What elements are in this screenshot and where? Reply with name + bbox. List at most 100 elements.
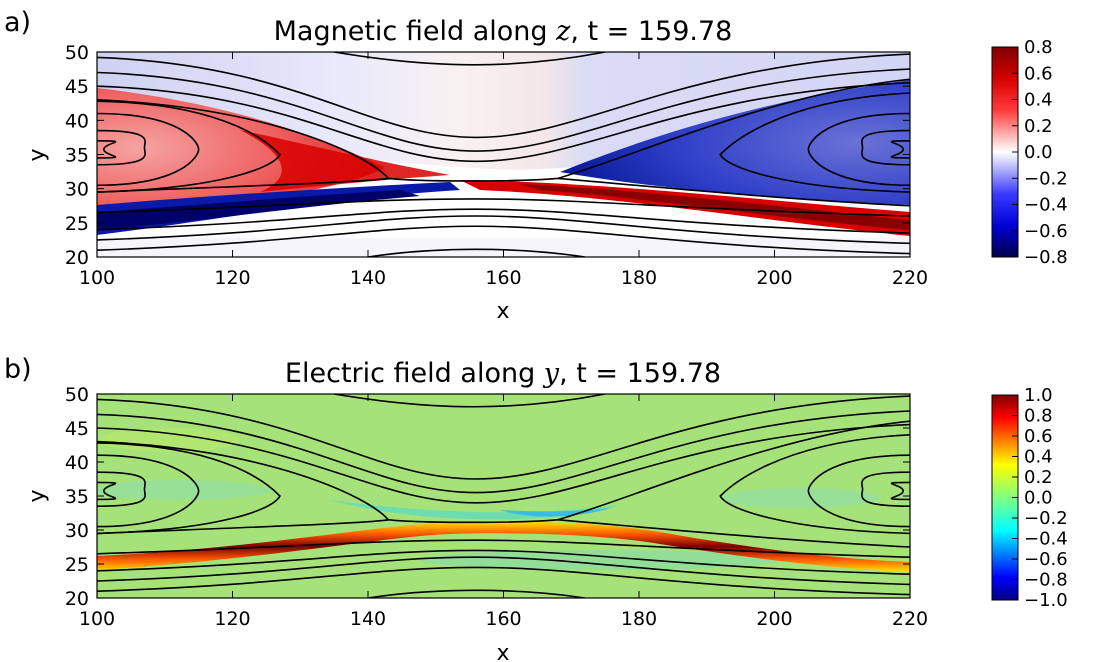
x-tick-label: 180 bbox=[621, 267, 657, 289]
panel-a-left-band bbox=[240, 130, 450, 192]
x-tick-label: 220 bbox=[892, 608, 928, 630]
y-tick-label: 30 bbox=[65, 520, 89, 542]
x-tick-label: 120 bbox=[214, 608, 250, 630]
panel-a-xlabel: x bbox=[496, 299, 509, 324]
field-line-top bbox=[333, 394, 606, 408]
field-line-lower bbox=[97, 215, 910, 245]
field-line-lower bbox=[97, 549, 910, 575]
colorbar-tick-label: −0.2 bbox=[1024, 168, 1068, 189]
panel-a-heatmap bbox=[97, 52, 910, 257]
y-tick-label: 45 bbox=[65, 76, 89, 98]
panel-a-colorbar-ticks: 0.8 0.6 0.4 0.2 0.0 −0.2 −0.4 −0.6 −0.8 bbox=[1012, 37, 1068, 268]
field-line-upper bbox=[97, 68, 910, 152]
panel-a-contours bbox=[97, 52, 910, 257]
y-tick-label: 40 bbox=[65, 110, 89, 132]
panel-b-heatmap bbox=[97, 394, 910, 598]
panel-a-ticks: 100 120 140 160 180 200 220 20 25 30 35 40 45 50 bbox=[65, 42, 928, 289]
field-line-separatrix bbox=[97, 420, 910, 524]
panel-b: b) Electric field along y, t = 159.78 10… bbox=[4, 354, 1068, 662]
x-tick-label: 100 bbox=[79, 608, 115, 630]
field-line-upper bbox=[97, 410, 910, 494]
field-line-upper bbox=[97, 53, 910, 139]
panel-b-ticks: 100 120 140 160 180 200 220 20 25 30 35 40 45 50 bbox=[65, 384, 928, 630]
panel-b-left-cyan-patch bbox=[97, 480, 270, 500]
field-line-left-island bbox=[97, 481, 117, 501]
field-line-left-island-outer bbox=[97, 442, 281, 535]
colorbar-tick-label: −1.0 bbox=[1024, 590, 1068, 611]
colorbar-tick-label: −0.8 bbox=[1024, 570, 1068, 591]
panel-b-colorbar-ticks: 1.00.80.60.40.20.0−0.2−0.4−0.6−0.8−1.0 bbox=[1012, 385, 1068, 611]
panel-b-contours bbox=[97, 394, 910, 598]
y-tick-label: 50 bbox=[65, 42, 89, 64]
colorbar-tick-label: 0.2 bbox=[1024, 467, 1053, 488]
colorbar-tick-label: −0.2 bbox=[1024, 508, 1068, 529]
panel-b-xpoint-core bbox=[500, 508, 610, 517]
field-line-upper bbox=[97, 81, 910, 163]
colorbar-tick-label: 0.6 bbox=[1024, 63, 1053, 84]
y-tick-label: 40 bbox=[65, 452, 89, 474]
panel-b-lower-patch bbox=[420, 550, 780, 570]
panel-b-title-var: y bbox=[543, 358, 560, 389]
field-line-lower bbox=[97, 539, 910, 558]
colorbar-tick-label: −0.6 bbox=[1024, 221, 1068, 242]
field-line-separatrix-lower-left bbox=[97, 177, 389, 193]
x-tick-label: 180 bbox=[621, 608, 657, 630]
panel-b-ylabel: y bbox=[25, 489, 50, 502]
panel-a-title: Magnetic field along z, t = 159.78 bbox=[274, 16, 733, 47]
colorbar-tick-label: 0.6 bbox=[1024, 426, 1053, 447]
colorbar-tick-label: −0.4 bbox=[1024, 529, 1068, 550]
field-line-bottom bbox=[367, 589, 585, 598]
field-line-separatrix-lower-right bbox=[557, 519, 910, 548]
field-line-lower bbox=[97, 198, 910, 217]
y-tick-label: 25 bbox=[65, 213, 89, 235]
field-line-right-island bbox=[890, 140, 910, 159]
panel-a-title-suffix: , t = 159.78 bbox=[570, 16, 732, 47]
colorbar-tick-label: 0.2 bbox=[1024, 116, 1053, 137]
field-line-left-island bbox=[97, 454, 200, 528]
colorbar-tick-label: −0.4 bbox=[1024, 195, 1068, 216]
y-tick-label: 35 bbox=[65, 486, 89, 508]
y-tick-label: 50 bbox=[65, 384, 89, 406]
field-line-upper bbox=[97, 395, 910, 480]
field-line-separatrix-lower-right bbox=[557, 177, 910, 207]
x-tick-label: 100 bbox=[79, 267, 115, 289]
field-line-left-island bbox=[97, 129, 146, 166]
panel-a-lower-right-sheet bbox=[460, 180, 910, 236]
field-line-left-island-outer bbox=[97, 100, 281, 193]
field-line-lower bbox=[97, 225, 910, 255]
field-line-right-island-outer bbox=[719, 434, 910, 535]
field-line-right-island bbox=[807, 112, 910, 187]
field-line-left-island bbox=[97, 112, 200, 187]
field-line-separatrix bbox=[97, 78, 910, 182]
y-tick-label: 20 bbox=[65, 588, 89, 610]
field-line-lower bbox=[97, 566, 910, 596]
colorbar-tick-label: 0.4 bbox=[1024, 447, 1053, 468]
panel-a-title-var: z bbox=[555, 16, 571, 47]
panel-a: a) Magnetic field along z, t = 159.78 10… bbox=[4, 7, 1068, 324]
colorbar-tick-label: 0.4 bbox=[1024, 90, 1053, 111]
x-tick-label: 200 bbox=[756, 608, 792, 630]
field-line-lower bbox=[97, 556, 910, 586]
field-line-left-island bbox=[97, 140, 117, 159]
y-tick-label: 25 bbox=[65, 554, 89, 576]
y-tick-label: 45 bbox=[65, 418, 89, 440]
colorbar-tick-label: 0.8 bbox=[1024, 37, 1053, 58]
panel-a-lower-right-sheet-core bbox=[520, 184, 910, 230]
panel-b-title-prefix: Electric field along bbox=[285, 358, 544, 389]
field-line-right-island bbox=[861, 129, 910, 166]
y-tick-label: 20 bbox=[65, 247, 89, 269]
x-tick-label: 140 bbox=[350, 608, 386, 630]
field-line-right-island-outer bbox=[719, 92, 910, 193]
x-tick-label: 200 bbox=[756, 267, 792, 289]
y-tick-label: 35 bbox=[65, 145, 89, 167]
panel-b-label: b) bbox=[4, 354, 32, 385]
field-line-right-island bbox=[890, 481, 910, 501]
panel-b-left-patch bbox=[100, 428, 240, 452]
field-line-lower bbox=[97, 208, 910, 234]
colorbar-tick-label: −0.8 bbox=[1024, 247, 1068, 268]
colorbar-tick-label: 1.0 bbox=[1024, 385, 1053, 406]
panel-b-title-suffix: , t = 159.78 bbox=[559, 358, 721, 389]
panel-a-lower-left-sheet-core bbox=[97, 190, 420, 230]
field-line-upper bbox=[97, 423, 910, 504]
